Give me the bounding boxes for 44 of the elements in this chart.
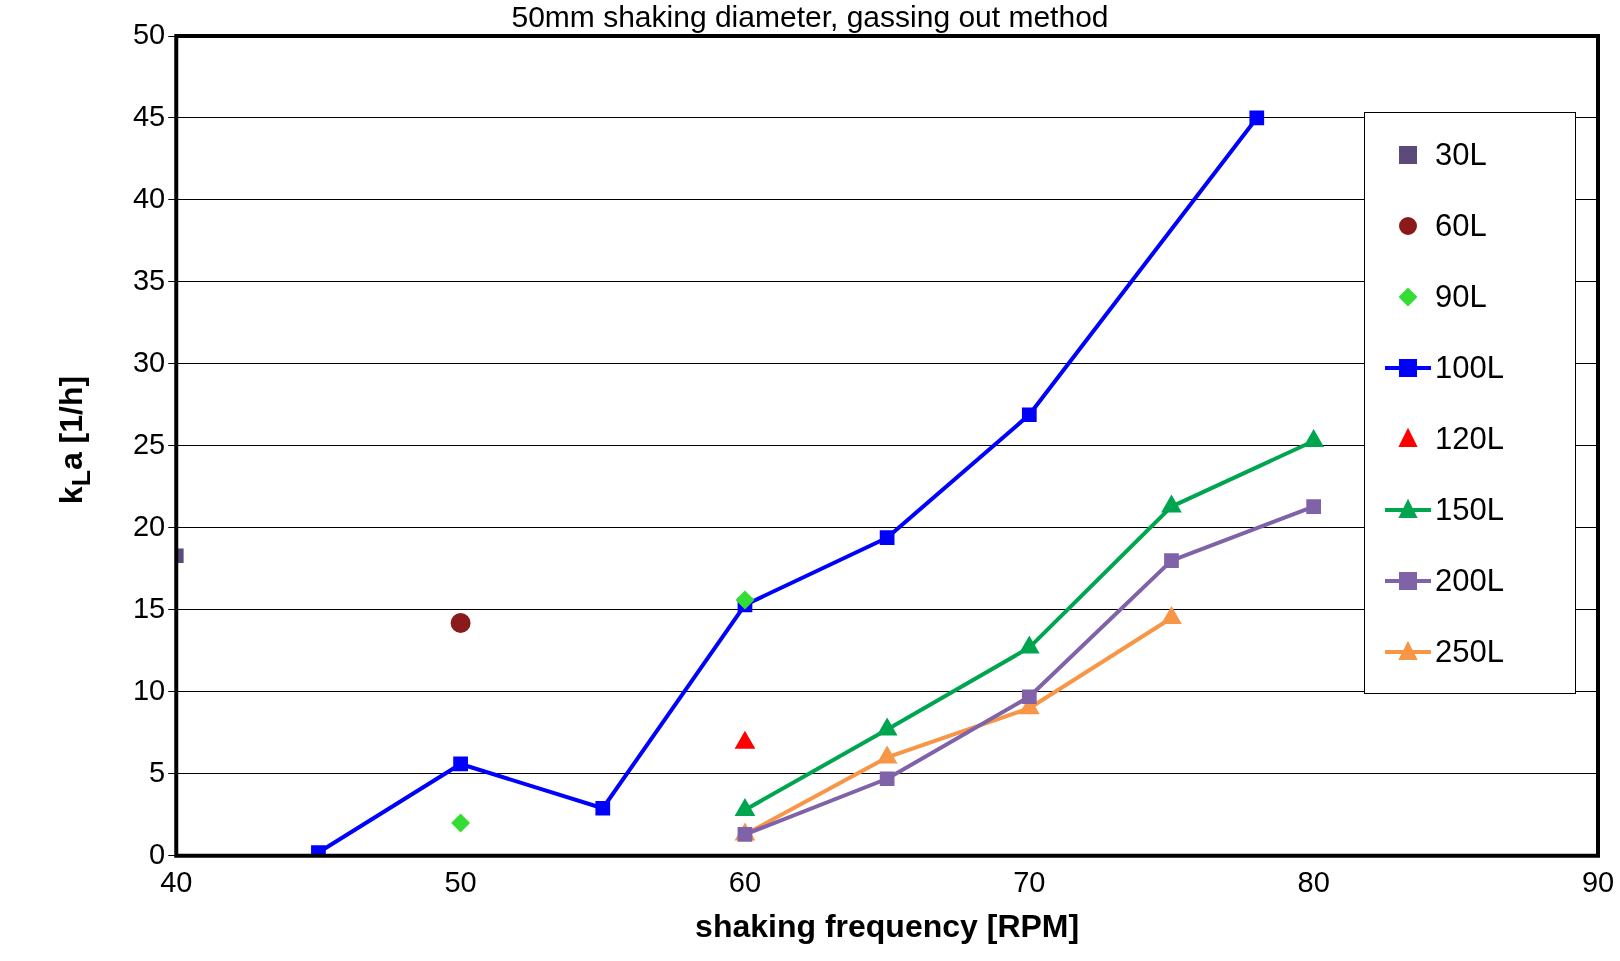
- y-tick-label: 35: [132, 263, 166, 296]
- point: [877, 746, 897, 764]
- y-tick-label: 15: [132, 591, 166, 624]
- point: [879, 771, 895, 787]
- legend-label: 120L: [1435, 420, 1504, 457]
- point: [595, 800, 611, 816]
- legend-label: 100L: [1435, 349, 1504, 386]
- y-tick-label: 0: [149, 837, 166, 870]
- point: [1019, 636, 1039, 654]
- point: [1306, 499, 1322, 514]
- point: [1021, 407, 1037, 423]
- point: [451, 814, 470, 833]
- x-tick-label: 90: [1581, 866, 1615, 899]
- y-tick-label: 25: [132, 427, 166, 460]
- point: [453, 756, 468, 772]
- y-tick-label: 5: [149, 755, 166, 788]
- legend-label: 60L: [1435, 207, 1487, 244]
- point: [1021, 689, 1037, 705]
- legend-label: 200L: [1435, 562, 1504, 599]
- legend-label: 150L: [1435, 491, 1504, 528]
- y-tick-label: 10: [132, 673, 166, 706]
- y-tick-label: 40: [132, 181, 166, 214]
- y-tick-label: 50: [132, 18, 166, 50]
- x-tick-label: 50: [444, 866, 477, 899]
- x-tick-label: 60: [728, 866, 762, 899]
- y-tick-label: 30: [132, 345, 166, 378]
- x-axis-title: shaking frequency [RPM]: [695, 907, 1080, 944]
- point: [877, 718, 897, 736]
- point: [450, 612, 471, 633]
- legend-label: 250L: [1435, 633, 1504, 670]
- chart-title: 50mm shaking diameter, gassing out method: [511, 0, 1109, 33]
- point: [1249, 110, 1265, 126]
- point: [879, 530, 895, 546]
- point: [1161, 607, 1182, 625]
- point: [735, 591, 754, 610]
- point: [1164, 553, 1179, 569]
- legend-label: 90L: [1435, 278, 1487, 315]
- legend-label: 30L: [1435, 136, 1487, 173]
- y-tick-label: 45: [132, 99, 166, 132]
- x-tick-label: 70: [1013, 866, 1046, 899]
- y-tick-label: 20: [132, 509, 166, 542]
- point: [735, 731, 755, 749]
- x-tick-label: 80: [1297, 866, 1330, 899]
- point: [735, 798, 755, 816]
